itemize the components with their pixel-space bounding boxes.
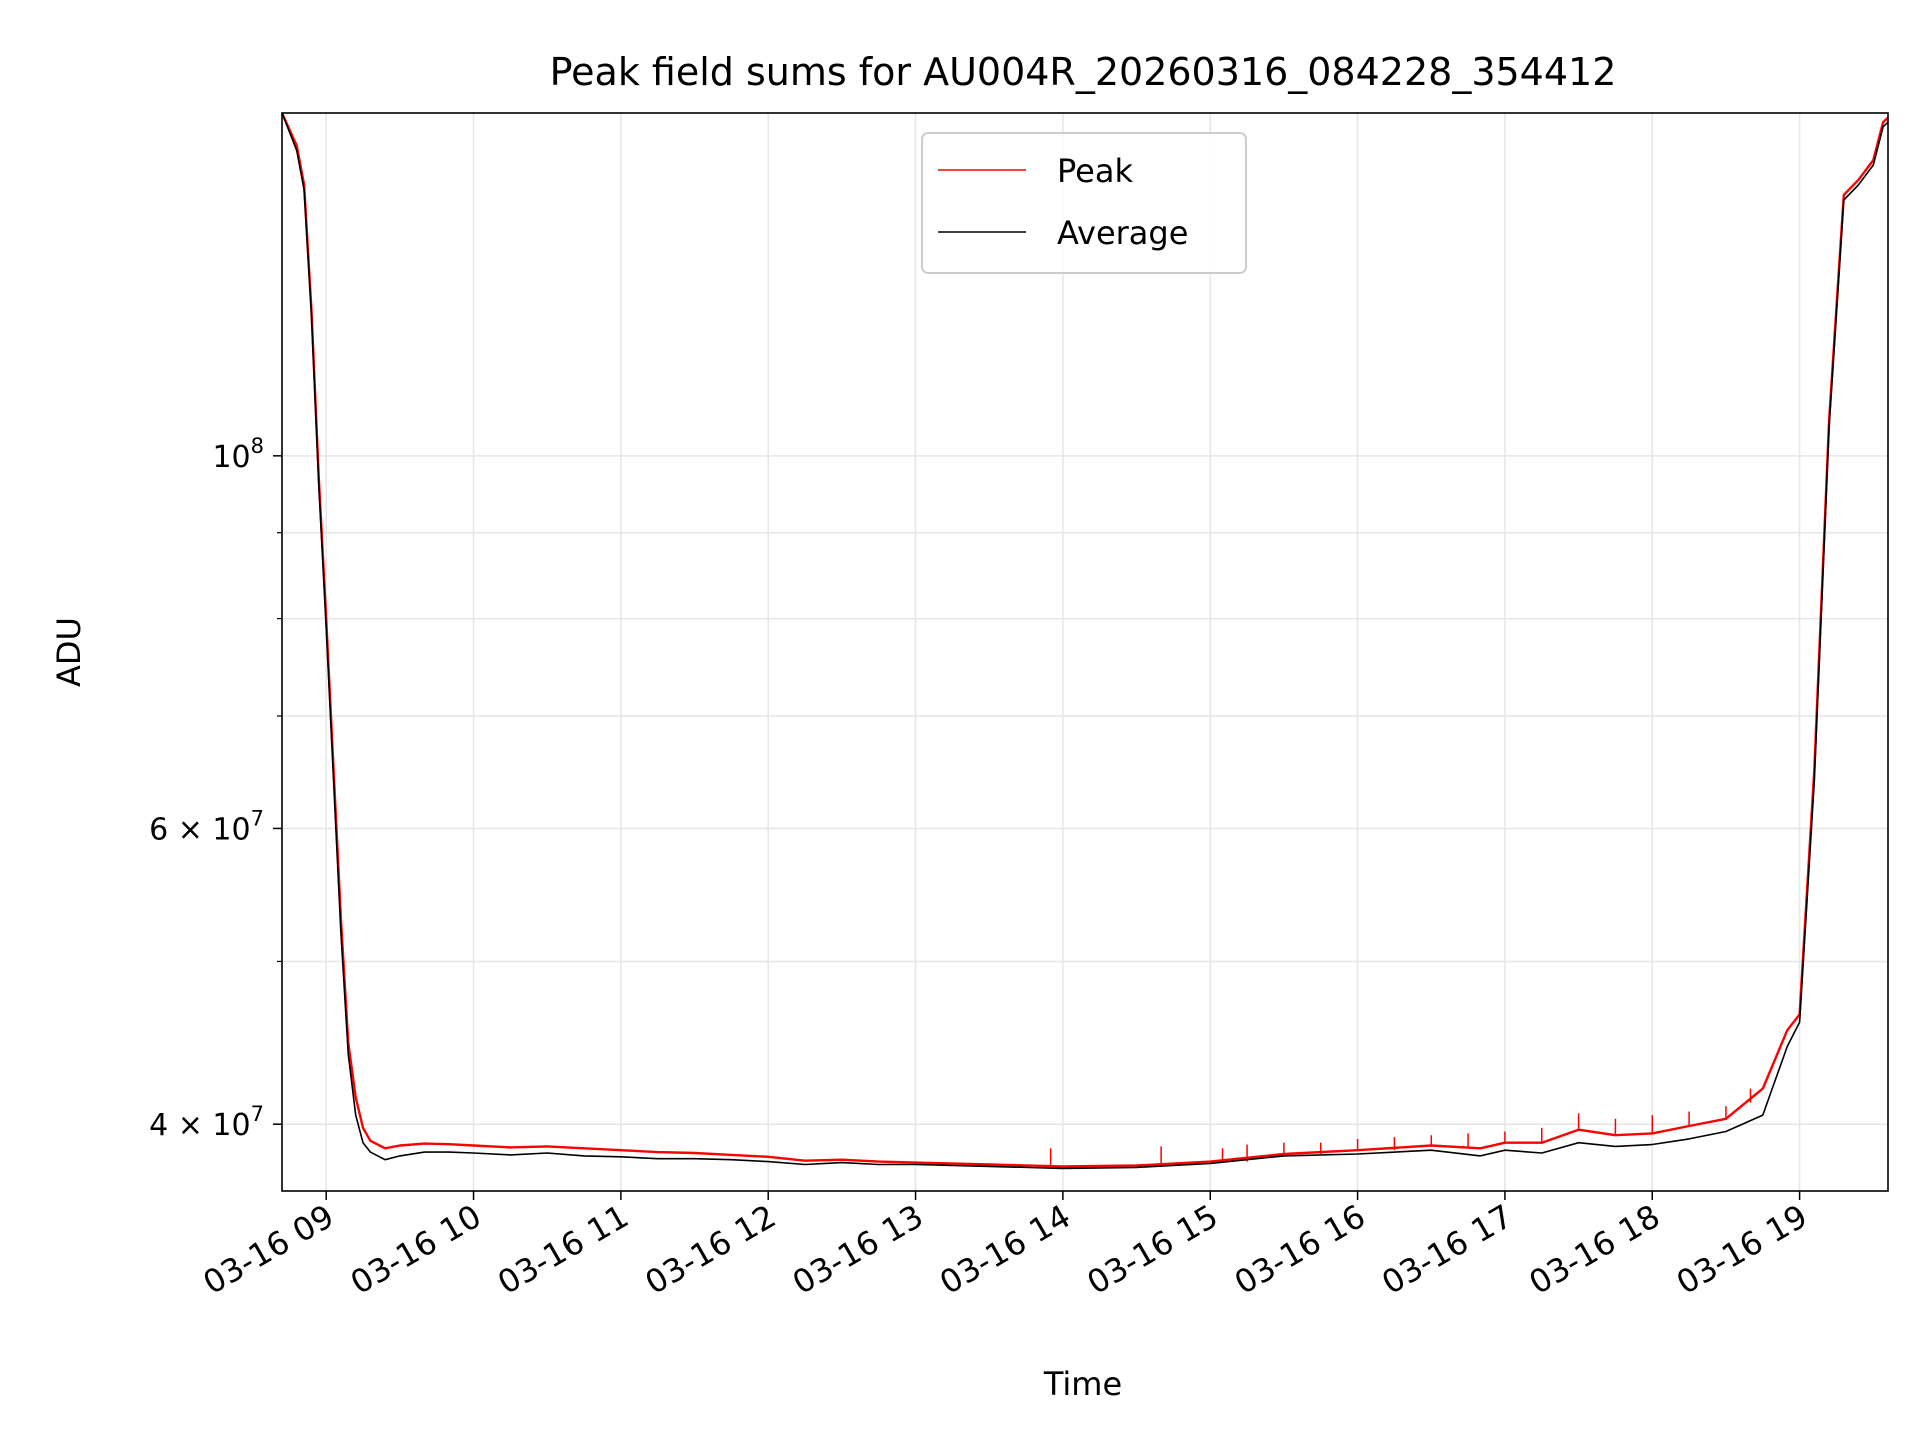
y-tick-label: 6 × 107	[149, 806, 264, 847]
peak-series-line	[282, 113, 1888, 1168]
average-series-line	[282, 113, 1888, 1170]
y-tick-label: 4 × 107	[149, 1102, 264, 1143]
legend-box	[921, 132, 1247, 274]
y-tick-label: 108	[212, 434, 264, 475]
chart-title: Peak field sums for AU004R_20260316_0842…	[550, 50, 1617, 94]
y-axis: 4 × 107 6 × 107 108	[149, 434, 282, 1143]
legend: Peak Average	[921, 132, 1247, 274]
plot-lines	[282, 113, 1888, 1170]
legend-peak-label: Peak	[1057, 152, 1133, 190]
x-axis-label: Time	[1043, 1365, 1122, 1403]
legend-average-label: Average	[1057, 214, 1188, 252]
y-axis-label: ADU	[50, 617, 88, 687]
series-group	[282, 113, 1888, 1170]
plot-frame	[281, 112, 1889, 1192]
